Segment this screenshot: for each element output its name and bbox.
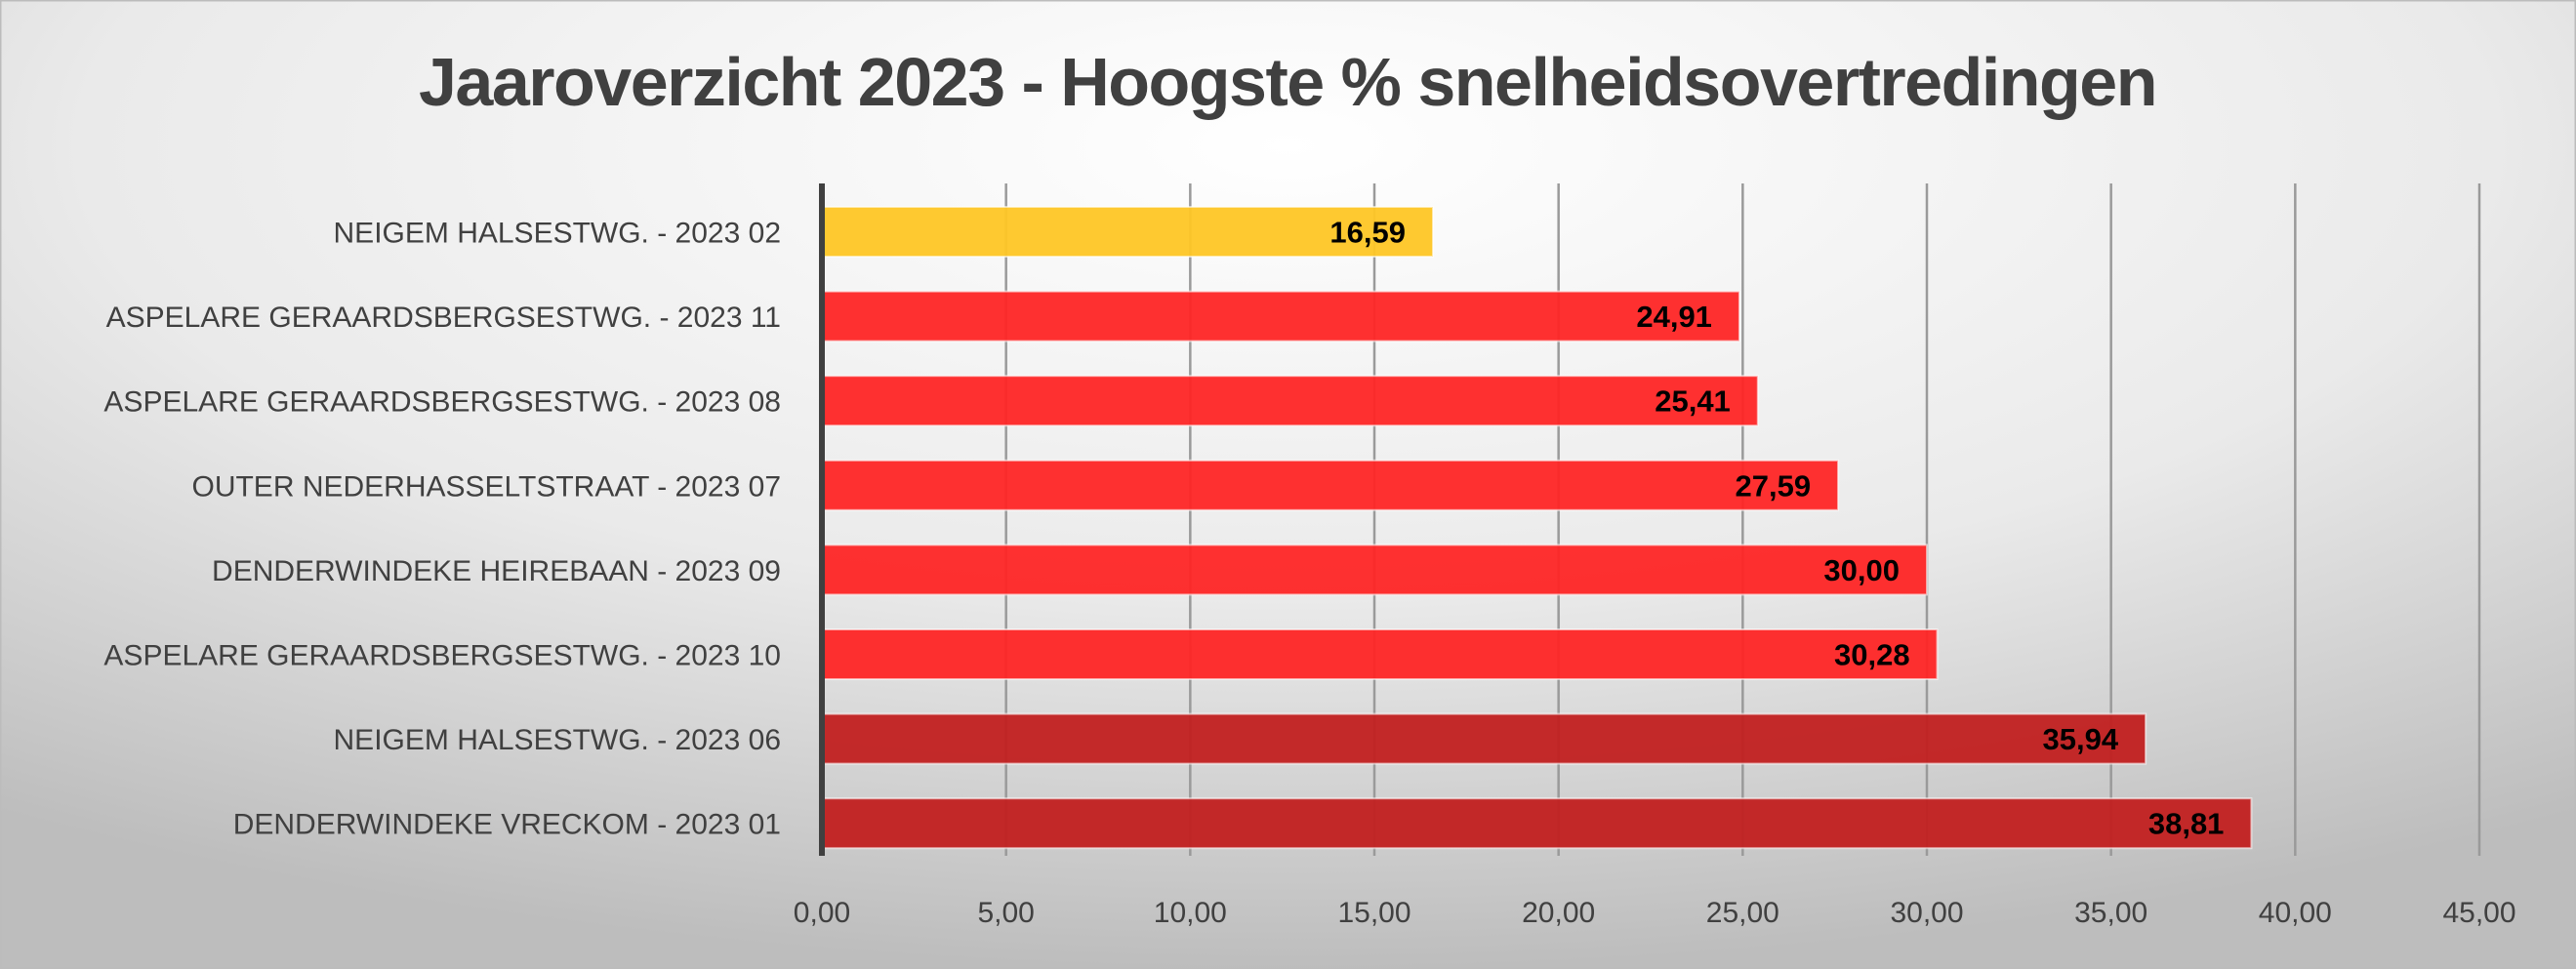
x-tick-label: 20,00 xyxy=(1522,897,1595,929)
category-label: NEIGEM HALSESTWG. - 2023 02 xyxy=(334,218,781,250)
data-label: 25,41 xyxy=(1655,384,1731,419)
data-label: 38,81 xyxy=(2148,807,2225,841)
data-label: 16,59 xyxy=(1329,216,1406,250)
data-label: 27,59 xyxy=(1735,468,1811,503)
x-tick-label: 40,00 xyxy=(2259,897,2332,929)
x-tick-label: 30,00 xyxy=(1890,897,1963,929)
bar xyxy=(821,206,1434,258)
data-label: 24,91 xyxy=(1636,300,1712,334)
chart-title: Jaaroverzicht 2023 - Hoogste % snelheids… xyxy=(419,44,2156,120)
bar xyxy=(821,290,1740,343)
x-tick-label: 0,00 xyxy=(794,897,850,929)
category-label: ASPELARE GERAARDSBERGSESTWG. - 2023 08 xyxy=(103,386,781,419)
x-tick-label: 35,00 xyxy=(2074,897,2147,929)
x-tick-label: 45,00 xyxy=(2442,897,2515,929)
bar xyxy=(821,712,2147,765)
data-label: 30,28 xyxy=(1834,638,1910,672)
bar xyxy=(821,459,1840,511)
x-tick-label: 5,00 xyxy=(977,897,1034,929)
category-label: ASPELARE GERAARDSBERGSESTWG. - 2023 11 xyxy=(106,302,781,334)
bar xyxy=(821,628,1939,680)
category-label: ASPELARE GERAARDSBERGSESTWG. - 2023 10 xyxy=(103,640,781,672)
category-label: NEIGEM HALSESTWG. - 2023 06 xyxy=(334,724,781,756)
data-label: 30,00 xyxy=(1823,553,1900,587)
category-label: OUTER NEDERHASSELTSTRAAT - 2023 07 xyxy=(191,470,781,503)
x-tick-label: 15,00 xyxy=(1337,897,1411,929)
category-label: DENDERWINDEKE HEIREBAAN - 2023 09 xyxy=(212,555,781,587)
data-label: 35,94 xyxy=(2043,722,2119,756)
bar xyxy=(821,797,2253,850)
category-label: DENDERWINDEKE VRECKOM - 2023 01 xyxy=(233,809,781,841)
bar xyxy=(821,544,1928,596)
x-tick-label: 10,00 xyxy=(1154,897,1227,929)
x-tick-label: 25,00 xyxy=(1706,897,1779,929)
bar xyxy=(821,375,1759,427)
